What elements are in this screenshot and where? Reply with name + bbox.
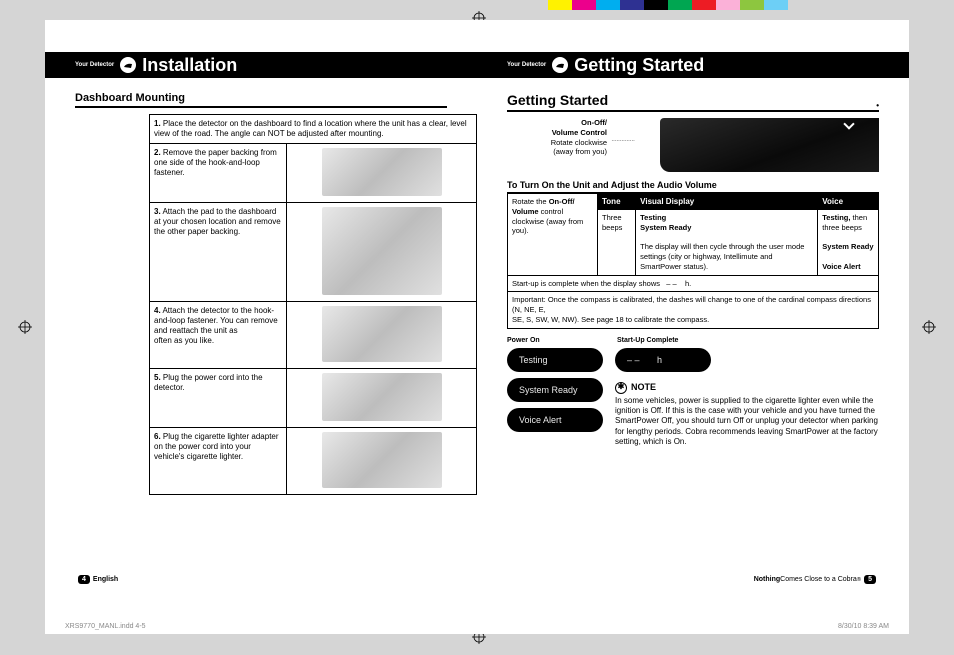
- detector-image: [660, 118, 879, 172]
- page-number-left: 4: [78, 575, 90, 584]
- dashboard-mounting-head: Dashboard Mounting: [75, 92, 447, 108]
- footer-right: Nothing Comes Close to a Cobra® 5: [754, 575, 879, 584]
- th-visual: Visual Display: [636, 194, 818, 210]
- detector-icon: [120, 57, 136, 73]
- slug-right: 8/30/10 8:39 AM: [838, 623, 889, 630]
- right-page: Your Detector Getting Started Getting St…: [477, 52, 909, 592]
- tone-cell: Three beeps: [598, 210, 636, 276]
- bar-sub-left: Your Detector: [75, 62, 114, 68]
- registration-mark-left: [18, 320, 32, 334]
- bar-title-left: Installation: [142, 55, 237, 76]
- th-voice: Voice: [818, 194, 879, 210]
- getting-started-title: Getting Started: [507, 92, 879, 112]
- lcd-startup-complete: – – h: [615, 348, 711, 372]
- bar-title-right: Getting Started: [574, 55, 704, 76]
- page-number-right: 5: [864, 575, 876, 584]
- turn-on-table: Rotate the On-Off/ Volume control clockw…: [507, 193, 879, 329]
- volume-control-label: On-Off/ Volume Control Rotate clockwise …: [507, 118, 607, 157]
- turn-on-subhead: To Turn On the Unit and Adjust the Audio…: [507, 180, 879, 193]
- note-icon: ✱: [615, 382, 627, 394]
- lcd-testing: Testing: [507, 348, 603, 372]
- device-diagram: On-Off/ Volume Control Rotate clockwise …: [507, 118, 879, 172]
- important-cell: Important: Once the compass is calibrate…: [508, 292, 879, 328]
- lcd-system-ready: System Ready: [507, 378, 603, 402]
- startup-cell: Start-up is complete when the display sh…: [508, 275, 879, 292]
- installation-steps-table: 1. Place the detector on the dashboard t…: [149, 114, 477, 495]
- detector-icon: [552, 57, 568, 73]
- lcd-voice-alert: Voice Alert: [507, 408, 603, 432]
- lcd-labels: Power OnStart-Up Complete: [507, 337, 879, 344]
- slug-left: XRS9770_MANL.indd 4-5: [65, 623, 146, 630]
- left-page: Your Detector Installation Dashboard Mou…: [45, 52, 477, 592]
- rotate-instruction: Rotate the On-Off/ Volume control clockw…: [508, 194, 598, 276]
- registration-mark-right: [922, 320, 936, 334]
- power-on-lcds: Testing System Ready Voice Alert: [507, 348, 603, 432]
- note-block: ✱NOTE In some vehicles, power is supplie…: [615, 382, 879, 448]
- bar-sub-right: Your Detector: [507, 62, 546, 68]
- voice-cell: Testing, then three beepsSystem ReadyVoi…: [818, 210, 879, 276]
- th-tone: Tone: [598, 194, 636, 210]
- footer-left: 4 English: [75, 575, 118, 584]
- page-spread: Your Detector Installation Dashboard Mou…: [45, 20, 909, 634]
- visual-cell: TestingSystem ReadyThe display will then…: [636, 210, 818, 276]
